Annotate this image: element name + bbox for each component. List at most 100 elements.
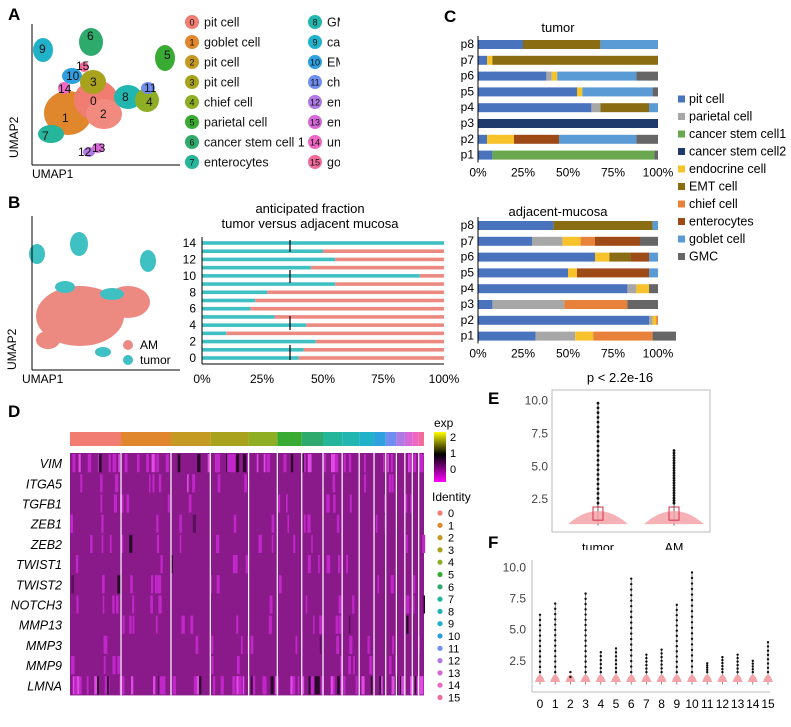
heat-cell-NOTCH3-8: [116, 595, 119, 614]
legend-a-num-3: 3: [189, 78, 194, 88]
heat-cell-VIM-56: [232, 454, 236, 473]
adjacent-comp-bar-p6-seg-4: [595, 252, 610, 262]
cluster-num-3: 3: [90, 75, 97, 89]
fraction-bar-tumor-3: [202, 331, 227, 336]
cluster-num-1: 1: [62, 111, 69, 125]
violin-e-outlier-tumor-17: [596, 420, 600, 424]
heat-cell-MMP13-6: [313, 615, 315, 634]
legend-a-num-6: 6: [189, 138, 194, 148]
violin-f-outlier-9-6: [675, 639, 678, 643]
violin-f-outlier-0-4: [538, 650, 542, 653]
heat-cell-LMNA-88: [199, 676, 202, 695]
heat-cell-NOTCH3-11: [132, 595, 135, 614]
heat-cell-TGFB1-9: [188, 494, 192, 513]
tumor-comp-ylabel-p7: p7: [461, 53, 475, 67]
tumor-comp-ylabel-p6: p6: [461, 69, 475, 83]
violin-e-outlier-tumor-9: [596, 458, 600, 462]
composition-legend: pit cell parietal cell cancer stem cell1 ca…: [678, 92, 786, 264]
cluster-num-7: 7: [42, 129, 49, 143]
violin-f-outlier-0-1: [538, 665, 542, 669]
fraction-ytick-4: 4: [189, 318, 196, 332]
comp-legend-swatch-8: [678, 235, 685, 243]
adjacent-comp-bar-p5-seg-4: [568, 268, 577, 278]
tumor-comp-xtick-0: 0%: [469, 165, 487, 179]
comp-legend-label-1: parietal cell: [689, 110, 752, 124]
identity-label-12: 12: [448, 656, 460, 668]
heat-cell-VIM-62: [335, 454, 339, 473]
tumor-comp-bar-p4-seg-1: [591, 103, 601, 113]
heat-cell-MMP9-8: [112, 656, 115, 675]
tumor-comp-ylabel-p1: p1: [461, 148, 475, 162]
comp-legend-label-8: goblet cell: [689, 232, 745, 246]
violin-e-outlier-AM-15: [672, 464, 676, 467]
cluster-num-12: 12: [78, 145, 92, 159]
umap-a-clusters: [33, 28, 175, 157]
violin-f-outlier-10-16: [690, 582, 694, 585]
violin-f-outlier-6-3: [630, 654, 633, 657]
heatmap-group-bar-3: [210, 432, 249, 446]
tumor-comp-bar-p1-seg-0: [478, 150, 493, 160]
violin-f-body-5: [611, 674, 621, 683]
violin-f-xtick-12: 12: [716, 697, 730, 711]
legend-a-num-9: 9: [312, 38, 317, 48]
violin-f-outlier-8-2: [660, 663, 663, 666]
adjacent-comp-ylabel-p7: p7: [461, 234, 475, 248]
violin-f-outlier-11-0: [706, 670, 709, 674]
violin-f-outlier-5-3: [614, 659, 618, 662]
fraction-bar-am-11: [310, 265, 444, 270]
legend-a-label-5: parietal cell: [204, 116, 267, 130]
adjacent-comp-bar-p7-seg-7: [595, 236, 640, 246]
heat-cell-MMP13-2: [339, 615, 342, 634]
violin-f-outlier-9-3: [675, 655, 678, 658]
cluster-num-14: 14: [58, 82, 72, 96]
heat-cell-LMNA-71: [250, 676, 253, 695]
violin-f-outlier-1-12: [554, 607, 557, 611]
legend-a-label-4: chief cell: [204, 96, 253, 110]
umap-a-ylabel: UMAP2: [7, 116, 21, 158]
tumor-comp-bar-p4-seg-8: [649, 103, 658, 113]
violin-e-ytick-2: 7.5: [531, 426, 548, 440]
tumor-comp-bar-p7-seg-0: [478, 55, 487, 65]
fraction-bar-am-4: [306, 323, 444, 327]
panel-b-svg: B UMAP1 UMAP2 AM tumor anticipated fract…: [5, 193, 460, 386]
heat-cell-ITGA5-5: [158, 474, 162, 493]
violin-f-body-10: [687, 674, 697, 683]
heat-cell-TWIST1-6: [346, 555, 349, 574]
violin-e-outlier-tumor-10: [596, 454, 600, 457]
fraction-xtick-2: 50%: [311, 372, 335, 386]
violin-f-outlier-10-4: [690, 648, 694, 652]
identity-label-5: 5: [448, 570, 454, 582]
heat-cell-ZEB2-6: [311, 534, 313, 553]
legend-a-dot-3: [185, 75, 199, 89]
violin-f-xtick-13: 13: [731, 697, 745, 711]
heat-cell-MMP13-0: [406, 615, 409, 634]
gene-label-ZEB1: ZEB1: [30, 518, 62, 532]
heat-cell-TGFB1-2: [100, 494, 103, 513]
legend-a-num-8: 8: [312, 18, 317, 28]
umap-b-legend-am: AM: [140, 338, 158, 352]
heat-cell-TWIST2-9: [157, 575, 162, 594]
fraction-chart: 0 2 4 6 8 10 12 14 0% 25% 50% 75% 100%: [183, 236, 460, 386]
violin-f-outlier-3-13: [584, 602, 587, 606]
heat-cell-VIM-15: [382, 454, 385, 473]
adjacent-comp-xtick-4: 100%: [643, 346, 674, 360]
heat-cell-VIM-50: [99, 454, 102, 473]
fraction-title-1: anticipated fraction: [255, 201, 364, 216]
comp-legend-swatch-4: [678, 165, 685, 173]
adjacent-comp-bar-p4-seg-4: [636, 284, 649, 294]
heat-cell-NOTCH3-5: [269, 595, 273, 614]
violin-f-outlier-3-12: [584, 608, 587, 611]
umap-b-ylabel: UMAP2: [5, 328, 19, 370]
gene-label-VIM: VIM: [40, 457, 63, 471]
identity-dot-11: [437, 645, 443, 651]
violin-f-outlier-3-1: [584, 665, 587, 669]
violin-f-outlier-13-0: [736, 670, 739, 674]
identity-label-14: 14: [448, 680, 460, 692]
heat-cell-MMP3-1: [250, 635, 254, 654]
violin-f-ytick-0: 2.5: [509, 654, 526, 668]
violin-f-xtick-4: 4: [597, 697, 604, 711]
violin-f-outlier-1-9: [554, 623, 557, 626]
violin-f-outlier-10-18: [690, 571, 694, 574]
heat-cell-TGFB1-3: [326, 494, 330, 513]
fraction-bar-am-0: [298, 356, 444, 360]
